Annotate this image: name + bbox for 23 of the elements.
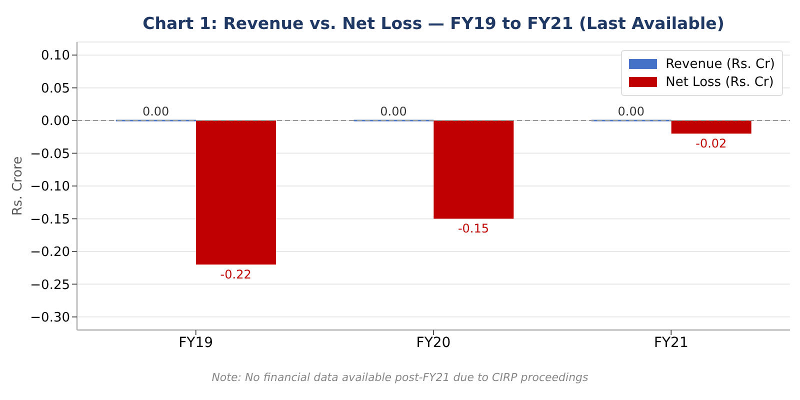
chart-title: Chart 1: Revenue vs. Net Loss — FY19 to FY21 (Last Available) xyxy=(142,14,726,33)
y-tick-label: −0.15 xyxy=(30,212,70,228)
data-label: 0.00 xyxy=(142,104,170,119)
y-tick-label: 0.10 xyxy=(41,48,70,64)
data-label: -0.22 xyxy=(220,268,252,282)
y-tick-label: −0.20 xyxy=(30,245,70,260)
y-tick-label: −0.25 xyxy=(30,278,70,293)
legend-label: Revenue (Rs. Cr) xyxy=(666,56,775,72)
y-axis-title: Rs. Crore xyxy=(10,156,26,216)
text: Note: No financial data available post-FY21 due to CIRP proceedings xyxy=(210,371,590,384)
data-label: 0.00 xyxy=(380,104,407,119)
data-label: -0.15 xyxy=(458,222,490,236)
x-tick-label: FY19 xyxy=(178,334,214,351)
y-tick-label: −0.05 xyxy=(30,146,70,162)
x-tick-label: FY21 xyxy=(654,334,688,351)
y-tick-label: −0.10 xyxy=(30,180,70,195)
x-tick-label: FY20 xyxy=(416,334,451,351)
legend-label: Net Loss (Rs. Cr) xyxy=(666,74,774,90)
y-tick-label: −0.30 xyxy=(30,310,70,326)
y-tick-label: 0.05 xyxy=(41,81,70,96)
data-label: 0.00 xyxy=(618,104,645,119)
y-tick-label: 0.00 xyxy=(41,114,70,130)
data-label: -0.02 xyxy=(696,136,727,151)
